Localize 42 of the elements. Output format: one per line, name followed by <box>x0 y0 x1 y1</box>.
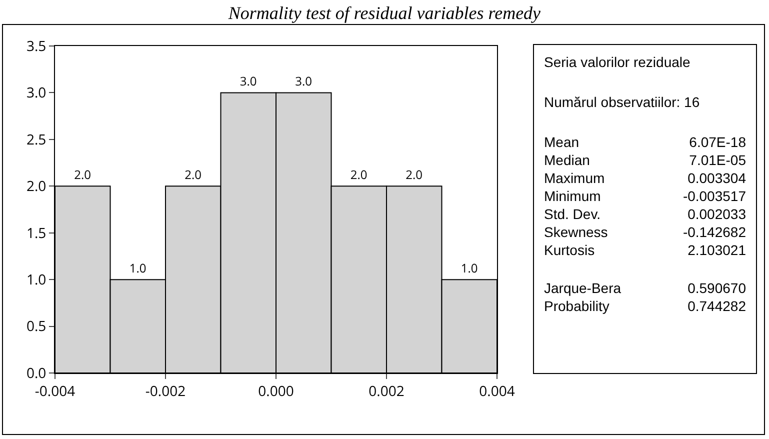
data-label: 3.0 <box>295 72 312 90</box>
text: 7.01E-05 <box>689 151 746 169</box>
chart-title: Normality test of residual variables remedy <box>227 3 541 24</box>
y-tick-label: 0.0 <box>26 364 46 383</box>
text: 0.744282 <box>688 297 746 315</box>
y-tick-label: 1.5 <box>26 224 46 243</box>
x-tick-label: -0.004 <box>34 382 76 401</box>
data-label: 3.0 <box>240 72 257 90</box>
data-label: 2.0 <box>184 166 202 184</box>
text: Mean <box>544 133 580 151</box>
y-tick-label: 3.5 <box>26 36 46 56</box>
y-tick-label: 2.0 <box>26 177 46 196</box>
text: Seria valorilor reziduale <box>544 53 692 71</box>
text: Jarque-Bera <box>544 279 622 297</box>
x-tick-label: 0.000 <box>258 382 294 401</box>
text: Numărul observatiilor: 16 <box>544 93 701 111</box>
text: 0.003304 <box>688 169 746 187</box>
y-tick-label: 3.0 <box>26 84 46 103</box>
text: 0.002033 <box>688 205 746 223</box>
text: Skewness <box>544 223 608 241</box>
text: Probability <box>544 297 610 315</box>
text: Maximum <box>544 169 605 187</box>
text: -0.142682 <box>682 223 746 241</box>
data-label: 1.0 <box>129 260 146 277</box>
y-tick-label: 2.5 <box>26 130 46 150</box>
text: 2.103021 <box>688 241 746 259</box>
y-tick-label: 0.5 <box>26 317 46 336</box>
text: Std. Dev. <box>544 205 601 223</box>
text: Minimum <box>544 187 601 205</box>
x-tick-label: 0.002 <box>368 382 404 401</box>
data-label: 2.0 <box>350 166 368 184</box>
data-label: 1.0 <box>460 260 478 277</box>
data-label: 2.0 <box>74 166 92 184</box>
text: 0.590670 <box>688 279 746 297</box>
data-label: 2.0 <box>406 166 423 184</box>
text: -0.003517 <box>682 187 746 205</box>
text: Kurtosis <box>544 241 595 259</box>
x-tick-label: -0.002 <box>145 382 186 401</box>
text: Median <box>544 151 590 169</box>
text: 6.07E-18 <box>689 133 746 151</box>
x-tick-label: 0.004 <box>479 382 515 401</box>
y-tick-label: 1.0 <box>26 270 46 290</box>
